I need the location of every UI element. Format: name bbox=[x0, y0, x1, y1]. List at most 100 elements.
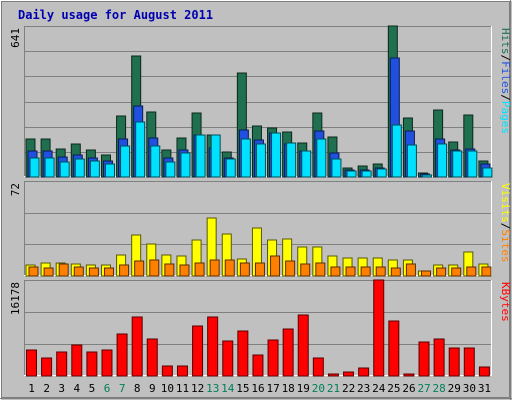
legend: Visits/Sites bbox=[499, 183, 512, 263]
bar-pages-day-6 bbox=[104, 163, 115, 178]
bar-pages-day-1 bbox=[29, 157, 40, 178]
bar-kbytes-day-6 bbox=[101, 349, 113, 377]
y-axis-max-label: 641 bbox=[9, 28, 22, 48]
x-tick-label: 27 bbox=[417, 382, 430, 395]
chart-title: Daily usage for August 2011 bbox=[18, 8, 213, 22]
x-tick-label: 1 bbox=[28, 382, 35, 395]
bar-pages-day-18 bbox=[286, 142, 297, 178]
legend-item: Files bbox=[499, 61, 512, 94]
bar-kbytes-day-23 bbox=[358, 367, 370, 377]
bar-sites-day-22 bbox=[345, 266, 356, 277]
bar-kbytes-day-25 bbox=[388, 320, 400, 377]
bar-sites-day-20 bbox=[315, 262, 326, 277]
bar-kbytes-day-28 bbox=[433, 338, 445, 377]
panel-2: 72 Visits/Sites bbox=[9, 181, 512, 277]
bar-sites-day-2 bbox=[43, 267, 54, 277]
legend-item: / bbox=[499, 55, 512, 62]
x-tick-label: 17 bbox=[266, 382, 279, 395]
x-tick-label: 4 bbox=[74, 382, 81, 395]
bar-pages-day-25 bbox=[391, 124, 402, 178]
legend-item: Sites bbox=[499, 229, 512, 262]
bar-sites-day-25 bbox=[390, 267, 401, 277]
x-tick-label: 13 bbox=[206, 382, 219, 395]
bar-sites-day-7 bbox=[119, 264, 130, 277]
bar-pages-day-7 bbox=[120, 145, 131, 178]
bar-pages-day-3 bbox=[59, 161, 70, 178]
bar-kbytes-day-30 bbox=[463, 347, 475, 377]
bar-sites-day-17 bbox=[270, 255, 281, 277]
bar-pages-day-15 bbox=[240, 138, 251, 178]
x-tick-label: 29 bbox=[448, 382, 461, 395]
bar-kbytes-day-19 bbox=[297, 314, 309, 377]
bar-sites-day-12 bbox=[194, 262, 205, 277]
bar-pages-day-27 bbox=[422, 174, 433, 178]
x-tick-label: 22 bbox=[342, 382, 355, 395]
x-tick-label: 12 bbox=[191, 382, 204, 395]
bar-kbytes-day-26 bbox=[403, 373, 415, 377]
legend-item: Hits bbox=[499, 28, 512, 55]
bar-sites-day-21 bbox=[330, 266, 341, 277]
bar-pages-day-16 bbox=[255, 143, 266, 178]
bar-sites-day-4 bbox=[73, 266, 84, 277]
x-tick-label: 25 bbox=[387, 382, 400, 395]
x-tick-label: 9 bbox=[149, 382, 156, 395]
bar-sites-day-29 bbox=[451, 267, 462, 277]
y-axis-max-label: 16178 bbox=[9, 282, 22, 315]
x-tick-label: 5 bbox=[89, 382, 96, 395]
bar-sites-day-14 bbox=[224, 259, 235, 277]
bar-kbytes-day-20 bbox=[312, 357, 324, 377]
bar-sites-day-13 bbox=[209, 259, 220, 277]
bar-sites-day-10 bbox=[164, 263, 175, 277]
legend-item: Visits bbox=[499, 183, 512, 223]
bar-kbytes-day-18 bbox=[282, 328, 294, 377]
bar-pages-day-26 bbox=[406, 144, 417, 178]
x-tick-label: 26 bbox=[402, 382, 415, 395]
bar-pages-day-22 bbox=[346, 170, 357, 178]
x-tick-label: 15 bbox=[236, 382, 249, 395]
bar-kbytes-day-1 bbox=[26, 349, 37, 377]
bar-pages-day-10 bbox=[165, 161, 176, 178]
bar-kbytes-day-31 bbox=[478, 366, 490, 377]
bar-kbytes-day-9 bbox=[146, 338, 158, 377]
bar-sites-day-1 bbox=[28, 266, 39, 277]
bar-kbytes-day-8 bbox=[131, 316, 143, 377]
bar-sites-day-23 bbox=[360, 266, 371, 277]
x-tick-label: 6 bbox=[104, 382, 111, 395]
bar-kbytes-day-15 bbox=[237, 330, 249, 377]
x-tick-label: 31 bbox=[478, 382, 491, 395]
legend-item: Pages bbox=[499, 101, 512, 134]
bar-sites-day-16 bbox=[254, 262, 265, 277]
x-tick-label: 16 bbox=[251, 382, 264, 395]
bar-sites-day-31 bbox=[481, 266, 492, 277]
x-tick-label: 10 bbox=[161, 382, 174, 395]
bar-sites-day-30 bbox=[466, 266, 477, 277]
bar-pages-day-9 bbox=[150, 145, 161, 178]
bar-pages-day-12 bbox=[195, 134, 206, 178]
bar-kbytes-day-10 bbox=[161, 365, 173, 377]
bar-pages-day-19 bbox=[301, 150, 312, 178]
bar-kbytes-day-21 bbox=[327, 373, 339, 377]
x-tick-label: 30 bbox=[463, 382, 476, 395]
bar-kbytes-day-11 bbox=[176, 365, 188, 377]
bar-pages-day-14 bbox=[225, 158, 236, 178]
bar-sites-day-3 bbox=[58, 263, 69, 277]
legend-item: KBytes bbox=[499, 282, 512, 322]
bar-kbytes-day-22 bbox=[343, 371, 355, 377]
x-tick-label: 2 bbox=[43, 382, 50, 395]
bar-sites-day-11 bbox=[179, 264, 190, 277]
legend-item: / bbox=[499, 223, 512, 230]
legend-item: / bbox=[499, 94, 512, 101]
bar-pages-day-28 bbox=[437, 143, 448, 178]
bar-kbytes-day-4 bbox=[71, 344, 83, 377]
bar-pages-day-30 bbox=[467, 150, 478, 178]
x-tick-label: 19 bbox=[297, 382, 310, 395]
panel-1: 641 Hits/Files/Pages bbox=[9, 25, 512, 178]
bar-kbytes-day-27 bbox=[418, 341, 430, 377]
x-tick-label: 8 bbox=[134, 382, 141, 395]
bar-sites-day-28 bbox=[436, 267, 447, 277]
bar-pages-day-20 bbox=[316, 138, 327, 178]
bar-pages-day-2 bbox=[44, 157, 55, 178]
bar-sites-day-27 bbox=[421, 270, 432, 277]
bar-sites-day-18 bbox=[285, 260, 296, 277]
